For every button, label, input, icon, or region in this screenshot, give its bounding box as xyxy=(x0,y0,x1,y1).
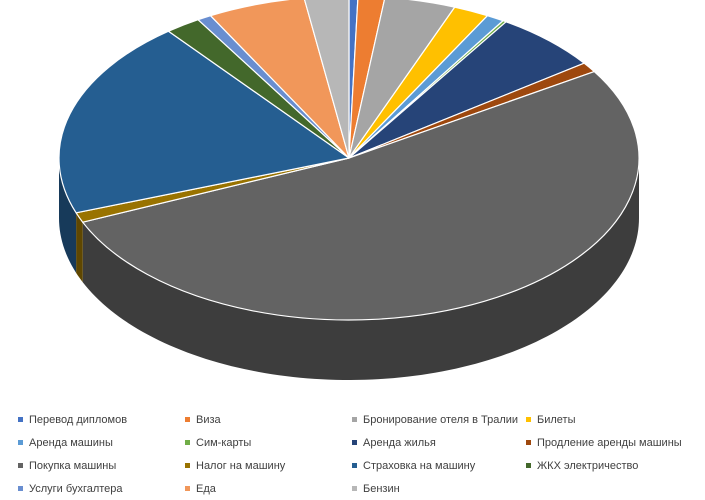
legend-item: ЖКХ электричество xyxy=(526,460,696,472)
legend-label: Бензин xyxy=(363,482,400,495)
legend-swatch xyxy=(526,417,531,422)
slice-10 xyxy=(58,30,350,214)
legend-label: Аренда жилья xyxy=(363,436,436,449)
legend-label: Налог на машину xyxy=(196,459,286,472)
legend-swatch xyxy=(526,463,531,468)
legend-item: Сим-карты xyxy=(185,437,352,449)
legend-swatch xyxy=(18,440,23,445)
legend-swatch xyxy=(18,417,23,422)
legend-item: Налог на машину xyxy=(185,460,352,472)
legend-swatch xyxy=(18,463,23,468)
legend-swatch xyxy=(185,463,190,468)
legend-item: Билеты xyxy=(526,414,696,426)
slice-0 xyxy=(348,0,359,159)
legend-label: Сим-карты xyxy=(196,436,252,449)
legend-label: Билеты xyxy=(537,413,576,426)
legend-item: Бронирование отеля в Тралии xyxy=(352,414,526,426)
legend-row: Перевод дипломов Виза Бронирование отеля в… xyxy=(18,408,698,431)
legend-label: Виза xyxy=(196,413,221,426)
legend-item: Услуги бухгалтера xyxy=(18,483,185,495)
legend-item: Продление аренды машины xyxy=(526,437,696,449)
legend-label: Страховка на машину xyxy=(363,459,476,472)
legend-row: Покупка машины Налог на машину Страховка н… xyxy=(18,454,698,477)
legend-item: Перевод дипломов xyxy=(18,414,185,426)
legend-swatch xyxy=(352,440,357,445)
legend-swatch xyxy=(352,486,357,491)
legend-item: Бензин xyxy=(352,483,526,495)
legend-swatch xyxy=(18,486,23,491)
legend-label: ЖКХ электричество xyxy=(537,459,639,472)
legend-label: Еда xyxy=(196,482,216,495)
legend-swatch xyxy=(185,440,190,445)
legend-swatch xyxy=(352,463,357,468)
legend-swatch xyxy=(185,417,190,422)
legend-label: Услуги бухгалтера xyxy=(29,482,123,495)
legend-item: Еда xyxy=(185,483,352,495)
pie-chart xyxy=(58,0,640,380)
slice-8 xyxy=(82,70,640,321)
legend-item: Виза xyxy=(185,414,352,426)
legend-item: Покупка машины xyxy=(18,460,185,472)
legend-swatch xyxy=(352,417,357,422)
legend-item: Страховка на машину xyxy=(352,460,526,472)
legend-item: Аренда жилья xyxy=(352,437,526,449)
side-slice-8 xyxy=(82,158,640,380)
legend-row: Аренда машины Сим-карты Аренда жилья Продле… xyxy=(18,431,698,454)
legend-swatch xyxy=(526,440,531,445)
legend-label: Бронирование отеля в Тралии xyxy=(363,413,519,426)
legend-swatch xyxy=(185,486,190,491)
legend-label: Аренда машины xyxy=(29,436,113,449)
pie-top xyxy=(58,0,640,321)
legend: Перевод дипломов Виза Бронирование отеля в… xyxy=(18,408,698,500)
legend-label: Покупка машины xyxy=(29,459,117,472)
slice-14 xyxy=(304,0,350,159)
legend-label: Перевод дипломов xyxy=(29,413,128,426)
legend-row: Услуги бухгалтера Еда Бензин xyxy=(18,477,698,500)
slice-13 xyxy=(209,0,350,159)
legend-label: Продление аренды машины xyxy=(537,436,682,449)
legend-item: Аренда машины xyxy=(18,437,185,449)
side-slice-9 xyxy=(76,212,83,283)
